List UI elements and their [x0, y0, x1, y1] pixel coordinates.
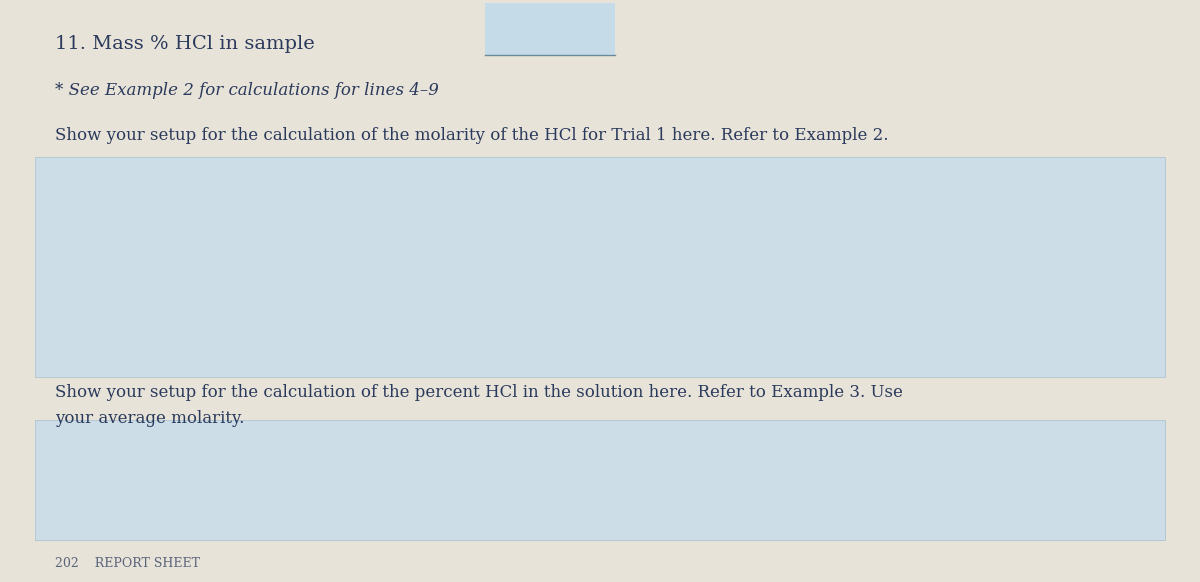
FancyBboxPatch shape [35, 420, 1165, 540]
Text: 11. Mass % HCl in sample: 11. Mass % HCl in sample [55, 35, 314, 53]
FancyBboxPatch shape [485, 3, 616, 55]
Text: 202    REPORT SHEET: 202 REPORT SHEET [55, 557, 200, 570]
Text: * See Example 2 for calculations for lines 4–9: * See Example 2 for calculations for lin… [55, 82, 439, 99]
Text: your average molarity.: your average molarity. [55, 410, 245, 427]
Text: Show your setup for the calculation of the percent HCl in the solution here. Ref: Show your setup for the calculation of t… [55, 384, 902, 401]
FancyBboxPatch shape [35, 157, 1165, 377]
Text: Show your setup for the calculation of the molarity of the HCl for Trial 1 here.: Show your setup for the calculation of t… [55, 127, 888, 144]
